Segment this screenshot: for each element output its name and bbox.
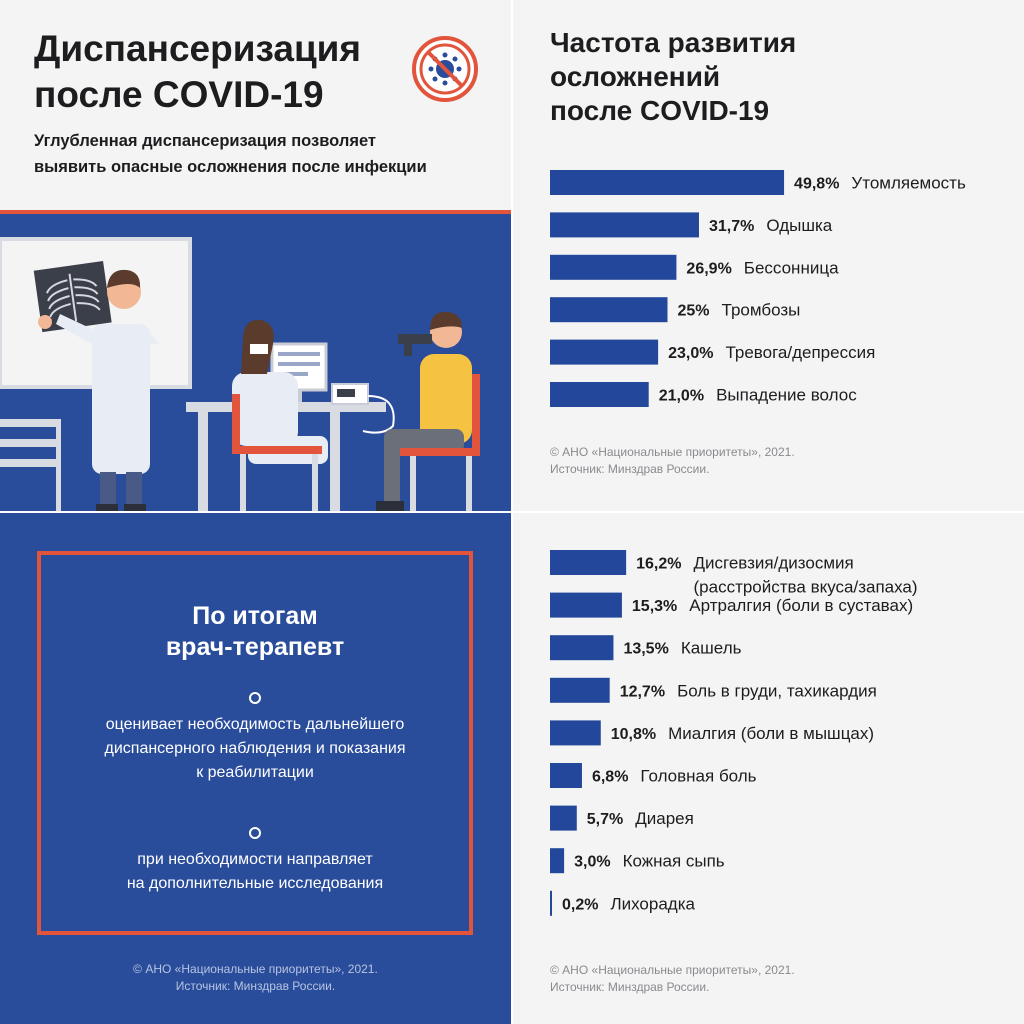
- x-ray-film: [33, 261, 112, 333]
- source-line: © АНО «Национальные приоритеты», 2021.: [550, 445, 795, 459]
- source-line: Источник: Минздрав России.: [550, 980, 710, 994]
- chart-title: Частота развития осложнений после COVID-…: [550, 26, 796, 128]
- bar-chart-1: 49,8% Утомляемость 31,7% Одышка 26,9% Бессонн…: [550, 170, 966, 407]
- cabinet: [0, 419, 61, 511]
- page-subtitle-line: выявить опасные осложнения после инфекци…: [34, 158, 427, 176]
- summary-box: По итогам врач-терапевт оценивает необхо…: [37, 551, 473, 935]
- stop-coronavirus-logo-icon: [412, 36, 478, 102]
- page-title-line: после COVID-19: [34, 74, 324, 115]
- intro-header: Диспансеризация после COVID-19 Углубленн…: [0, 0, 511, 210]
- category-label: Лихорадка: [610, 894, 695, 913]
- value-label: 21,0%: [659, 388, 704, 405]
- source-note: © АНО «Национальные приоритеты», 2021. И…: [550, 962, 795, 996]
- value-label: 3,0%: [574, 854, 610, 871]
- value-label: 13,5%: [623, 641, 668, 658]
- summary-item-2: при необходимости направляет на дополнит…: [41, 848, 469, 896]
- value-label: 23,0%: [668, 345, 713, 362]
- category-label: Выпадение волос: [716, 386, 857, 405]
- standing-doctor: [38, 269, 160, 511]
- bar-1: [550, 550, 627, 575]
- value-label: 0,2%: [562, 896, 598, 913]
- value-label: 16,2%: [636, 556, 681, 573]
- bar-2: [550, 212, 699, 238]
- value-label: 26,9%: [686, 260, 731, 277]
- page-title-line: Диспансеризация: [34, 28, 362, 69]
- category-label: Кожная сыпь: [623, 852, 725, 871]
- bar-3: [550, 254, 677, 280]
- patient: [376, 311, 480, 511]
- bar-5: [550, 720, 601, 746]
- source-line: Источник: Минздрав России.: [550, 462, 710, 476]
- summary-panel: По итогам врач-терапевт оценивает необхо…: [0, 513, 511, 1024]
- category-label: Миалгия (боли в мышцах): [668, 724, 874, 743]
- category-label: Бессонница: [744, 258, 839, 277]
- summary-item-line: при необходимости направляет: [137, 851, 373, 868]
- divider: [0, 210, 511, 214]
- value-label: 5,7%: [587, 811, 623, 828]
- bar-9: [550, 890, 552, 916]
- summary-item-line: на дополнительные исследования: [126, 875, 384, 892]
- category-label: Тромбозы: [722, 301, 801, 320]
- value-label: 10,8%: [611, 726, 656, 743]
- bar-6: [550, 382, 649, 407]
- value-label: 12,7%: [620, 683, 665, 700]
- summary-item-1: оценивает необходимость дальнейшего дисп…: [41, 713, 469, 785]
- category-label: Боль в груди, тахикардия: [677, 681, 877, 700]
- chart-panel-2: 16,2% Дисгевзия/дизосмия (расстройства вку…: [513, 513, 1024, 1024]
- category-label: (расстройства вкуса/запаха): [694, 578, 918, 597]
- clinic-scene-illustration: [0, 237, 480, 511]
- source-line: Источник: Минздрав России.: [175, 979, 336, 993]
- source-note: © АНО «Национальные приоритеты», 2021. И…: [550, 444, 795, 478]
- summary-title-line: врач-терапевт: [165, 633, 345, 661]
- page-subtitle: Углубленная диспансеризация позволяет вы…: [34, 128, 427, 180]
- value-label: 15,3%: [632, 598, 677, 615]
- bar-7: [550, 805, 577, 831]
- bar-2: [550, 592, 622, 618]
- summary-background: По итогам врач-терапевт оценивает необхо…: [0, 513, 511, 1024]
- summary-item-line: к реабилитации: [196, 764, 314, 781]
- category-label: Головная боль: [640, 767, 756, 786]
- summary-item-line: диспансерного наблюдения и показания: [104, 740, 406, 757]
- category-label: Тревога/депрессия: [725, 343, 875, 362]
- value-label: 49,8%: [794, 176, 839, 193]
- bar-4: [550, 297, 668, 323]
- bar-3: [550, 635, 614, 661]
- summary-title: По итогам врач-терапевт: [41, 601, 469, 663]
- page-subtitle-line: Углубленная диспансеризация позволяет: [34, 132, 376, 150]
- page-title: Диспансеризация после COVID-19: [34, 26, 361, 118]
- source-note: © АНО «Национальные приоритеты», 2021. И…: [0, 961, 511, 995]
- bullet-icon: [249, 827, 261, 839]
- spirometer-device: [331, 383, 395, 434]
- value-label: 25%: [678, 303, 710, 320]
- bullet-icon: [249, 692, 261, 704]
- summary-item-line: оценивает необходимость дальнейшего: [105, 716, 405, 733]
- source-line: © АНО «Национальные приоритеты», 2021.: [550, 963, 795, 977]
- chart-title-line: осложнений: [550, 61, 721, 92]
- source-line: © АНО «Национальные приоритеты», 2021.: [133, 962, 378, 976]
- bar-5: [550, 339, 659, 365]
- intro-panel: Диспансеризация после COVID-19 Углубленн…: [0, 0, 511, 511]
- category-label: Артралгия (боли в суставах): [689, 596, 913, 615]
- category-label: Кашель: [681, 639, 742, 658]
- bar-1: [550, 170, 785, 195]
- summary-title-line: По итогам: [192, 602, 318, 630]
- value-label: 6,8%: [592, 769, 628, 786]
- category-label: Одышка: [766, 216, 832, 235]
- chart-title-line: после COVID-19: [550, 95, 770, 126]
- seated-doctor: [232, 319, 328, 511]
- category-label: Дисгевзия/дизосмия: [694, 554, 854, 573]
- bar-6: [550, 763, 582, 788]
- bar-4: [550, 677, 610, 703]
- bar-chart-2: 16,2% Дисгевзия/дизосмия (расстройства вку…: [550, 550, 918, 916]
- category-label: Диарея: [635, 809, 694, 828]
- category-label: Утомляемость: [851, 174, 966, 193]
- bar-8: [550, 848, 565, 874]
- chart-title-line: Частота развития: [550, 27, 797, 58]
- chart-panel-1: Частота развития осложнений после COVID-…: [513, 0, 1024, 511]
- doctor-illustration: [0, 214, 511, 511]
- value-label: 31,7%: [709, 218, 754, 235]
